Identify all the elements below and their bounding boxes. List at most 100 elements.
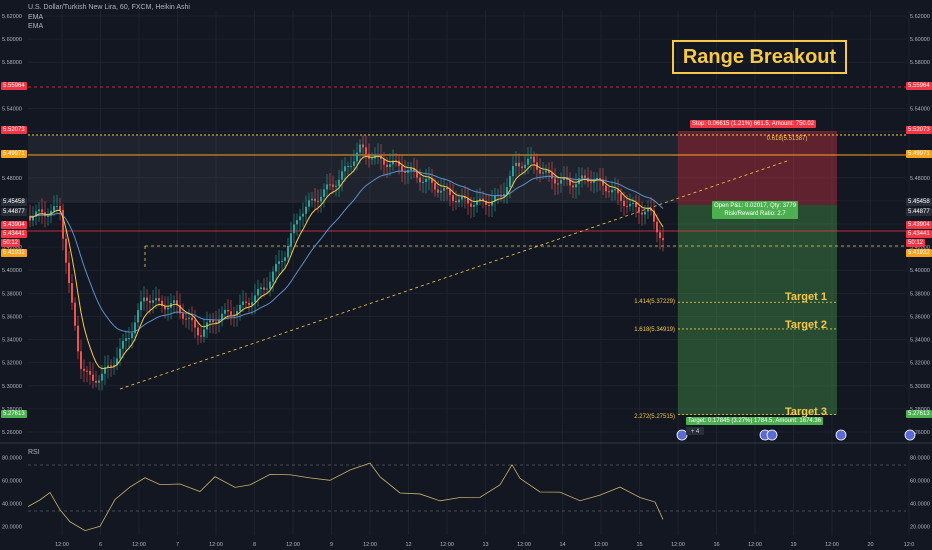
candle-body: [491, 201, 493, 206]
candle-body: [29, 215, 31, 221]
event-badge-count-text: + 4: [691, 429, 700, 435]
candle-body: [80, 351, 82, 369]
candle-body: [662, 238, 664, 241]
candle-body: [77, 325, 79, 352]
fib-1414-label: 1.414(5.37229): [634, 299, 675, 305]
candle-body: [383, 158, 385, 165]
candle-body: [593, 180, 595, 183]
position-tool[interactable]: [678, 131, 837, 415]
candle-body: [557, 183, 559, 185]
time-tick-label: 12:00: [286, 542, 300, 548]
range-breakout-banner: Range Breakout: [672, 40, 847, 74]
candle-body: [146, 297, 148, 301]
candle-body: [617, 189, 619, 194]
candle-body: [188, 317, 190, 319]
candle-body: [632, 202, 634, 204]
price-badge: 5.45458: [1, 198, 27, 206]
price-tick-label: 5.26000: [2, 430, 22, 436]
candle-body: [449, 189, 451, 196]
target-labels: Target 1 Target 2 Target 3: [785, 291, 827, 418]
fib-1618-label: 1.618(5.34919): [634, 327, 675, 333]
price-badge: 5.27613: [906, 410, 932, 418]
candle-body: [554, 178, 556, 184]
time-axis-labels: 12:00 6 12:00 7 12:00 8 12:00 9 12:00 12 12:00 13 12…: [55, 542, 914, 548]
candle-body: [221, 313, 223, 320]
candle-body: [137, 310, 139, 323]
candle-body: [413, 168, 415, 172]
price-tick-label: 5.54000: [910, 106, 930, 112]
rsi-title[interactable]: RSI: [28, 449, 40, 456]
candle-body: [293, 224, 295, 234]
candle-body: [572, 185, 574, 188]
fib-labels: 0.618(5.51387) 1.414(5.37229) 1.618(5.34…: [634, 136, 807, 420]
candle-body: [179, 305, 181, 314]
target-zone: [678, 205, 837, 415]
time-tick-label: 12:00: [671, 542, 685, 548]
candle-body: [62, 209, 64, 239]
candle-body: [68, 262, 70, 284]
candle-body: [353, 161, 355, 166]
target-amount-label: Target: 0.17845 (3.27%) 1784.5, Amount: …: [686, 417, 824, 425]
candle-body: [362, 144, 364, 148]
candle-body: [320, 196, 322, 202]
price-badge: 5.52073: [1, 126, 27, 134]
candle-body: [470, 203, 472, 207]
price-badge: 50:12: [906, 239, 926, 247]
time-tick-label: 12:00: [209, 542, 223, 548]
candle-body: [128, 338, 130, 340]
candle-body: [608, 191, 610, 193]
indicator-ema-2[interactable]: EMA: [28, 23, 44, 30]
candle-body: [125, 338, 127, 341]
candle-body: [416, 171, 418, 178]
event-icons[interactable]: + 4: [676, 427, 916, 441]
indicator-ema-1[interactable]: EMA: [28, 14, 44, 21]
rsi-tick-label: 20.0000: [2, 524, 22, 530]
candle-body: [89, 370, 91, 375]
price-badge: 50:12: [1, 239, 21, 247]
candle-body: [443, 187, 445, 191]
time-tick-label: 12: [405, 542, 411, 548]
candle-body: [371, 158, 373, 160]
candle-body: [506, 187, 508, 195]
price-badge: 5.41932: [906, 249, 932, 257]
candle-body: [209, 320, 211, 323]
candle-body: [281, 260, 283, 262]
stop-label: Stop: 0.06615 (1.21%) 661.5, Amount: 750…: [690, 120, 817, 128]
candle-body: [110, 365, 112, 367]
candle-body: [647, 207, 649, 212]
price-badge: 5.43904: [1, 221, 27, 229]
candle-body: [614, 189, 616, 191]
candle-body: [329, 184, 331, 186]
event-icon-4[interactable]: [835, 429, 847, 441]
price-tick-label: 5.40000: [2, 268, 22, 274]
candle-body: [356, 152, 358, 162]
candle-body: [275, 263, 277, 272]
candle-body: [59, 206, 61, 210]
candle-body: [41, 209, 43, 213]
price-badge: 5.49971: [906, 150, 932, 158]
candle-body: [392, 160, 394, 165]
price-tick-label: 5.48000: [2, 176, 22, 182]
event-icon-1[interactable]: [676, 429, 688, 441]
candle-body: [434, 182, 436, 190]
candle-body: [224, 309, 226, 314]
candle-body: [539, 169, 541, 174]
candle-body: [161, 300, 163, 307]
price-badge: 5.43441: [906, 230, 932, 238]
price-tick-label: 5.26000: [910, 430, 930, 436]
price-tick-label: 5.58000: [910, 60, 930, 66]
time-tick-label: 12:00: [748, 542, 762, 548]
event-badge-count[interactable]: [686, 427, 704, 435]
candle-body: [563, 177, 565, 180]
event-icon-5[interactable]: [904, 429, 916, 441]
candle-body: [236, 310, 238, 316]
price-tick-label: 5.62000: [2, 14, 22, 20]
candle-body: [278, 261, 280, 264]
event-icon-3[interactable]: [766, 429, 778, 441]
price-badge: 5.52073: [906, 126, 932, 134]
candle-body: [92, 374, 94, 381]
open-pnl-label: Open P&L: 0.02017, Qty: 3779 Risk/Reward…: [712, 201, 799, 219]
candle-body: [101, 373, 103, 381]
price-tick-label: 5.60000: [2, 37, 22, 43]
